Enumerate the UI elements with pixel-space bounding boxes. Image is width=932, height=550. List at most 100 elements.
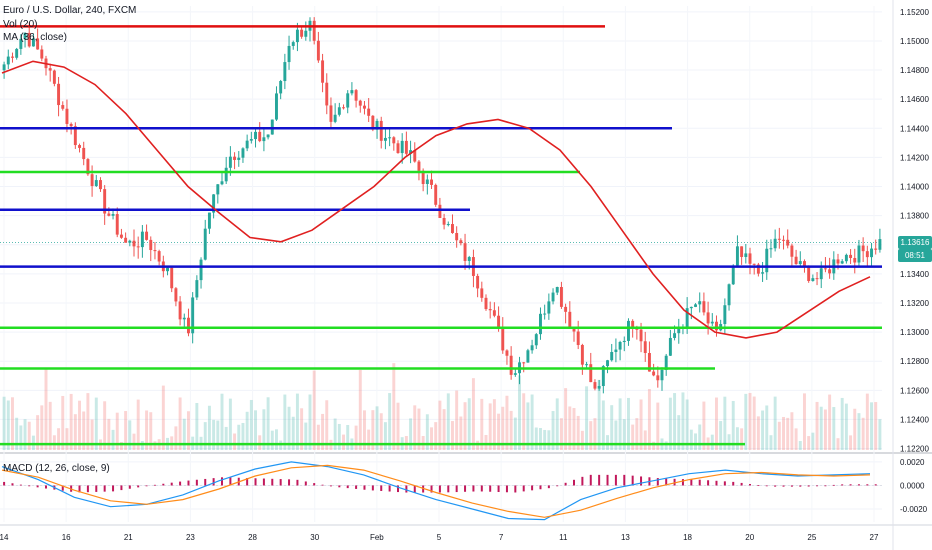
macd-histogram-bar [187, 480, 190, 486]
candle-body [287, 45, 291, 63]
candle-body [689, 306, 693, 309]
macd-histogram-bar [179, 481, 182, 486]
volume-bar [23, 419, 27, 450]
candle-body [828, 269, 832, 274]
macd-histogram-bar [765, 485, 768, 487]
macd-histogram-bar [640, 476, 643, 486]
volume-bar [451, 421, 454, 450]
price-tick-label: 1.14800 [900, 66, 929, 75]
macd-tick-label: 0.0000 [900, 481, 925, 490]
price-tick-label: 1.12800 [900, 357, 929, 366]
volume-bar [375, 406, 379, 450]
horizontal-levels[interactable] [0, 25, 882, 446]
volume-bar [15, 417, 19, 450]
candle-body [702, 301, 706, 313]
time-tick-label: 30 [310, 533, 319, 542]
candle-body [400, 140, 404, 154]
candle-body [798, 261, 802, 265]
volume-bar [551, 411, 555, 450]
volume-bar [425, 414, 429, 450]
time-tick-label: 14 [0, 533, 9, 542]
volume-bar [828, 394, 832, 450]
volume-bar [543, 429, 547, 450]
candle-body [794, 256, 798, 265]
macd-histogram-bar [380, 485, 383, 491]
candle-body [664, 355, 668, 370]
volume-bar [652, 441, 656, 450]
candle-body [761, 272, 765, 274]
volume-bar [90, 419, 94, 450]
candle-body [233, 156, 237, 160]
volume-bar [6, 400, 10, 450]
volume-bar [224, 426, 228, 450]
volume-bar [417, 408, 421, 450]
macd-histogram-bar [313, 483, 316, 486]
volume-bar [647, 389, 651, 450]
candle-body [430, 179, 433, 185]
candle-body [740, 246, 744, 257]
candle-body [228, 156, 232, 168]
macd-histogram-bar [807, 485, 810, 487]
volume-bar [627, 397, 630, 450]
macd-histogram-bar [774, 485, 777, 487]
candle-body [27, 32, 31, 47]
macd-histogram-bar [329, 485, 332, 487]
volume-bar [216, 420, 220, 450]
candle-body [627, 320, 630, 341]
candle-body [735, 246, 739, 266]
volume-bar [593, 418, 597, 450]
candle-body [501, 326, 505, 351]
candle-body [790, 245, 794, 257]
macd-histogram-bar [363, 485, 366, 490]
volume-bar [438, 400, 442, 450]
macd-histogram-bar [489, 485, 492, 492]
candle-body [480, 288, 484, 298]
volume-bar [870, 402, 873, 450]
volume-bar [761, 410, 765, 450]
candle-body [203, 228, 207, 260]
candle-body [568, 311, 572, 328]
macd-histogram-bar [673, 478, 676, 486]
volume-bar [614, 420, 618, 450]
macd-histogram-bar [732, 481, 735, 486]
macd-histogram-bar [841, 484, 844, 486]
macd-histogram-bar [246, 477, 249, 486]
candle-body [258, 131, 262, 142]
price-tick-label: 1.14200 [900, 153, 929, 162]
candle-body [551, 292, 555, 302]
volume-bar [442, 409, 446, 450]
volume-bar [832, 407, 836, 450]
candle-body [2, 64, 6, 71]
candlesticks [2, 17, 882, 394]
candle-body [383, 137, 387, 141]
volume-bar [773, 396, 777, 450]
candle-body [564, 306, 568, 312]
volume-bar [325, 400, 329, 450]
volume-bar [786, 417, 790, 450]
macd-histogram-bar [413, 485, 416, 493]
volume-bar [710, 434, 714, 450]
macd-histogram-bar [405, 485, 408, 493]
volume-bar [140, 441, 144, 450]
candle-body [622, 340, 626, 342]
candle-body [597, 386, 601, 389]
volume-bar [601, 400, 605, 450]
candle-body [90, 174, 94, 187]
candle-body [212, 194, 216, 213]
volume-bar [44, 367, 48, 450]
time-tick-label: 13 [621, 533, 630, 542]
volume-bar [777, 421, 781, 450]
price-tick-label: 1.14600 [900, 95, 929, 104]
macd-histogram-bar [346, 485, 349, 489]
volume-bar [31, 435, 35, 450]
volume-bar [237, 424, 241, 450]
candle-body [467, 257, 471, 261]
candle-body [509, 355, 513, 375]
macd-histogram-bar [816, 485, 819, 487]
macd-histogram-bar [86, 485, 89, 493]
volume-bar [383, 422, 387, 450]
candle-body [497, 315, 501, 327]
macd-histogram-bar [849, 484, 852, 486]
